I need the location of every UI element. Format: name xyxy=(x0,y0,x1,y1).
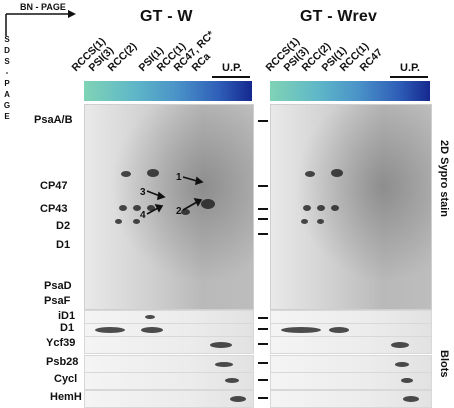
bn-page-label: BN - PAGE xyxy=(20,2,66,12)
left-blot-strip xyxy=(84,323,254,337)
right-blot-strip xyxy=(270,336,432,354)
marker-dash xyxy=(258,233,268,235)
right-up-label: U.P. xyxy=(400,62,420,74)
left-panel-title: GT - W xyxy=(140,8,193,25)
sds-page-label: S D S - P A G E xyxy=(3,35,11,121)
left-blot-strip xyxy=(84,355,254,373)
marker-dash xyxy=(258,208,268,210)
protein-label: PsaA/B xyxy=(34,114,73,126)
arrow-number: 2 xyxy=(176,206,182,217)
marker-dash xyxy=(258,362,268,364)
left-up-bracket xyxy=(212,76,250,78)
protein-label: D2 xyxy=(56,220,71,232)
left-sypro-gel xyxy=(84,104,254,310)
right-blot-strip xyxy=(270,310,432,324)
blots-side-label: Blots xyxy=(438,350,450,378)
blot-label: Cycl xyxy=(54,373,78,385)
left-bn-strip xyxy=(84,81,252,101)
right-bn-strip xyxy=(270,81,430,101)
arrow-number: 1 xyxy=(176,172,182,183)
marker-dash xyxy=(258,218,268,220)
arrow-number: 4 xyxy=(140,210,146,221)
marker-dash xyxy=(258,317,268,319)
left-blot-strip xyxy=(84,310,254,324)
protein-label: PsaF xyxy=(44,295,71,307)
right-sypro-gel xyxy=(270,104,432,310)
marker-dash xyxy=(258,120,268,122)
blot-label: D1 xyxy=(60,322,75,334)
left-blot-strip xyxy=(84,390,254,408)
right-blot-strip xyxy=(270,323,432,337)
right-blot-strip xyxy=(270,372,432,390)
blot-label: Ycf39 xyxy=(46,337,76,349)
left-up-label: U.P. xyxy=(222,62,242,74)
right-blot-strip xyxy=(270,390,432,408)
sypro-side-label: 2D Sypro stain xyxy=(438,140,450,218)
protein-label: CP47 xyxy=(40,180,68,192)
blot-label: HemH xyxy=(50,391,82,403)
marker-dash xyxy=(258,397,268,399)
axis-arrow-icon xyxy=(5,10,76,36)
protein-label: PsaD xyxy=(44,280,72,292)
right-blot-strip xyxy=(270,355,432,373)
marker-dash xyxy=(258,328,268,330)
arrow-number: 3 xyxy=(140,187,146,198)
right-up-bracket xyxy=(390,76,428,78)
blot-label: Psb28 xyxy=(46,356,79,368)
left-blot-strip xyxy=(84,336,254,354)
left-blot-strip xyxy=(84,372,254,390)
marker-dash xyxy=(258,343,268,345)
protein-label: D1 xyxy=(56,239,71,251)
marker-dash xyxy=(258,185,268,187)
marker-dash xyxy=(258,379,268,381)
right-panel-title: GT - Wrev xyxy=(300,8,378,25)
blot-label: iD1 xyxy=(58,310,76,322)
protein-label: CP43 xyxy=(40,203,68,215)
